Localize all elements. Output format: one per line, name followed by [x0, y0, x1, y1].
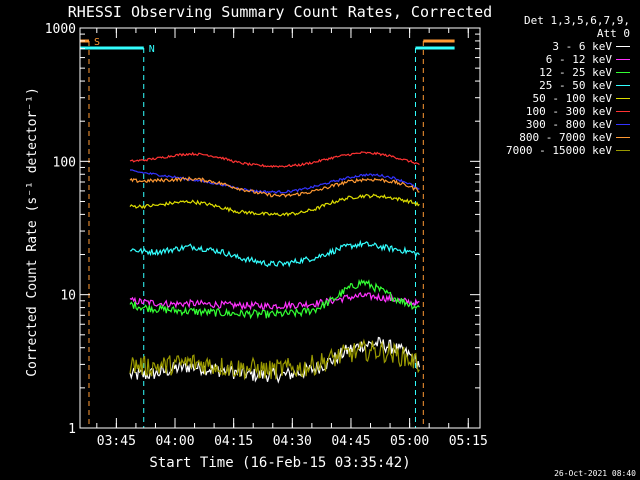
legend-label: 7000 - 15000 keV: [506, 144, 612, 157]
legend-swatch: [616, 137, 630, 138]
legend-label: 800 - 7000 keV: [519, 131, 612, 144]
x-tick-label: 05:15: [449, 434, 488, 449]
x-tick-label: 05:00: [390, 434, 429, 449]
y-tick-label: 100: [53, 155, 76, 170]
legend-label: 3 - 6 keV: [552, 40, 612, 53]
plot-frame: [79, 27, 481, 429]
legend-label: 300 - 800 keV: [525, 118, 612, 131]
x-axis: 03:45 04:00 04:15 04:30 04:45 05:00 05:15: [96, 28, 488, 449]
legend-swatch: [616, 85, 630, 86]
marker-label: N: [149, 44, 155, 55]
legend-entry: 100 - 300 keV: [480, 105, 630, 118]
legend-entry: 7000 - 15000 keV: [480, 144, 630, 157]
legend-label: 25 - 50 keV: [539, 79, 612, 92]
legend-label: 50 - 100 keV: [532, 92, 612, 105]
legend-entry: 800 - 7000 keV: [480, 131, 630, 144]
x-tick-label: 04:00: [155, 434, 194, 449]
legend-label: 12 - 25 keV: [539, 66, 612, 79]
series-line-3: [129, 239, 420, 268]
y-tick-label: 1000: [45, 22, 76, 37]
x-tick-label: 04:30: [273, 434, 312, 449]
legend-entry: 3 - 6 keV: [480, 40, 630, 53]
y-axis: 1 10 100 1000: [45, 22, 480, 437]
y-tick-label: 1: [68, 422, 76, 437]
y-axis-label: Corrected Count Rate (s⁻¹ detector⁻¹): [25, 87, 40, 377]
x-tick-label: 04:15: [214, 434, 253, 449]
legend-swatch: [616, 150, 630, 151]
legend-swatch: [616, 46, 630, 47]
series-line-2: [129, 278, 420, 320]
legend: Det 1,3,5,6,7,9, Att 0 3 - 6 keV 6 - 12 k…: [480, 14, 630, 157]
series-line-0: [129, 336, 420, 384]
legend-entry: 50 - 100 keV: [480, 92, 630, 105]
series-line-8: [129, 338, 420, 381]
legend-header-line-2: Att 0: [596, 27, 630, 40]
marker-label: S: [94, 37, 100, 48]
legend-swatch: [616, 72, 630, 73]
x-tick-label: 03:45: [97, 434, 136, 449]
x-axis-label: Start Time (16-Feb-15 03:35:42): [149, 455, 410, 471]
x-tick-label: 04:45: [331, 434, 370, 449]
legend-entry: 6 - 12 keV: [480, 53, 630, 66]
chart-title: RHESSI Observing Summary Count Rates, Co…: [68, 3, 492, 21]
series-line-7: [129, 176, 420, 198]
generated-timestamp: 26-Oct-2021 08:40: [554, 469, 636, 478]
legend-label: 6 - 12 keV: [545, 53, 612, 66]
y-tick-label: 10: [60, 289, 76, 304]
legend-entry: 300 - 800 keV: [480, 118, 630, 131]
legend-swatch: [616, 59, 630, 60]
legend-header-line-1: Det 1,3,5,6,7,9,: [524, 14, 630, 27]
legend-label: 100 - 300 keV: [525, 105, 612, 118]
series-group: [129, 151, 420, 384]
legend-swatch: [616, 98, 630, 99]
legend-swatch: [616, 124, 630, 125]
legend-entry: 12 - 25 keV: [480, 66, 630, 79]
series-line-5: [129, 151, 420, 169]
legend-swatch: [616, 111, 630, 112]
series-line-1: [129, 291, 420, 311]
series-line-4: [129, 193, 420, 217]
legend-entry: 25 - 50 keV: [480, 79, 630, 92]
